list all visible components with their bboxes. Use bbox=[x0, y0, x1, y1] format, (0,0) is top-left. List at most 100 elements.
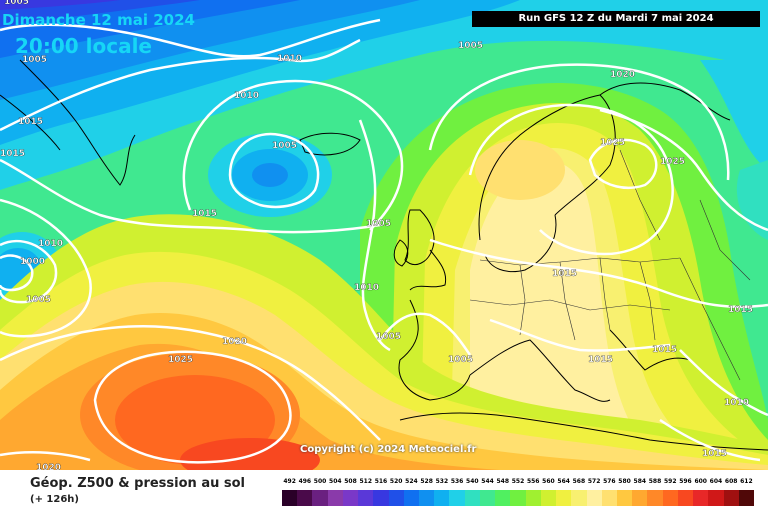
color-scale-label: 524 bbox=[405, 478, 418, 485]
isobar-1005-iberia bbox=[379, 312, 472, 356]
legend-panel: Géop. Z500 & pression au sol (+ 126h) 49… bbox=[0, 470, 768, 512]
color-scale-label: 568 bbox=[572, 478, 586, 485]
color-scale-label: 504 bbox=[329, 478, 342, 485]
color-scale-cell bbox=[586, 490, 603, 506]
scandinavian-high-core bbox=[475, 140, 565, 200]
isobar-label: 1005 bbox=[22, 55, 47, 65]
isobar-label: 1005 bbox=[4, 0, 29, 7]
color-scale-cell bbox=[632, 490, 648, 506]
isobar-label: 1000 bbox=[20, 257, 45, 267]
isobar-label: 1025 bbox=[168, 355, 193, 365]
isobar-1025-russia bbox=[599, 108, 768, 232]
color-scale-label: 552 bbox=[511, 478, 525, 485]
color-scale-label: 604 bbox=[709, 478, 723, 485]
color-scale-label: 612 bbox=[740, 478, 753, 485]
borders bbox=[469, 149, 751, 381]
isobar-label: 1005 bbox=[26, 295, 51, 305]
isobar-label: 1015 bbox=[728, 305, 753, 315]
color-scale-label: 576 bbox=[603, 478, 616, 485]
isobar-label: 1005 bbox=[448, 355, 473, 365]
color-scale-label: 528 bbox=[420, 478, 433, 485]
cold-band-6 bbox=[0, 0, 120, 10]
isobar-label: 1020 bbox=[610, 70, 635, 80]
color-scale-cell bbox=[419, 490, 435, 506]
isobar-1010-atlantic bbox=[358, 119, 391, 352]
color-scale-cell bbox=[358, 490, 374, 506]
color-scale-cell bbox=[540, 490, 557, 506]
isobar-label: 1015 bbox=[588, 355, 613, 365]
isobar-label: 1015 bbox=[702, 449, 727, 459]
color-scale-cell bbox=[297, 490, 313, 506]
isobar-label: 1010 bbox=[234, 91, 259, 101]
isobar-1020-azores bbox=[0, 325, 381, 441]
color-scale-label: 544 bbox=[481, 478, 494, 485]
color-scale-label: 600 bbox=[694, 478, 707, 485]
isobar-label: 1015 bbox=[192, 209, 217, 219]
color-scale-label: 512 bbox=[359, 478, 372, 485]
color-scale-label: 508 bbox=[344, 478, 357, 485]
black-sea-coast bbox=[609, 329, 691, 371]
forecast-local-time: 20:00 locale bbox=[15, 34, 152, 58]
isobar-label: 1025 bbox=[660, 157, 685, 167]
isobar-1015-central bbox=[429, 238, 768, 309]
isobar-1010-east bbox=[679, 349, 768, 417]
color-scale-cell bbox=[510, 490, 527, 506]
color-scale-label: 532 bbox=[435, 478, 449, 485]
isobar-label: 1010 bbox=[38, 239, 63, 249]
isobar-label: 1005 bbox=[376, 332, 401, 342]
color-scale-cell bbox=[525, 490, 542, 506]
border-line-8 bbox=[619, 149, 661, 241]
isobar-1015-west-low bbox=[0, 198, 92, 338]
color-scale-label: 556 bbox=[526, 478, 540, 485]
color-scale-cell bbox=[647, 490, 664, 506]
color-scale-cell bbox=[282, 490, 298, 506]
color-scale-label: 496 bbox=[298, 478, 312, 485]
border-line-2 bbox=[469, 299, 671, 311]
isobar-1025-scandinavia bbox=[468, 103, 674, 256]
copyright-notice: Copyright (c) 2024 Meteociel.fr bbox=[300, 444, 477, 455]
coastlines bbox=[0, 59, 768, 451]
color-scale-label: 580 bbox=[618, 478, 631, 485]
isobar-1010-north bbox=[0, 38, 361, 132]
africa-coast bbox=[399, 412, 768, 451]
color-scale-cell bbox=[464, 490, 481, 506]
isobar-1010-west-low bbox=[0, 239, 58, 304]
color-scale-cell bbox=[342, 490, 359, 506]
isobar-label: 1005 bbox=[458, 41, 483, 51]
color-scale-cell bbox=[662, 490, 679, 506]
color-scale-cell bbox=[327, 490, 344, 506]
isobar-1015-southeast bbox=[659, 418, 761, 462]
color-scale-cell bbox=[449, 490, 466, 506]
color-scale-cell bbox=[495, 490, 511, 506]
color-scale-label: 596 bbox=[679, 478, 692, 485]
color-scale: 492 496 500 504 508 512 516 520 524 528 532 536 540 5… bbox=[282, 478, 755, 508]
color-scale-label: 536 bbox=[450, 478, 464, 485]
color-scale-cell bbox=[708, 490, 725, 506]
isobar-lines bbox=[0, 18, 768, 464]
isobar-1015-balkans bbox=[489, 318, 671, 352]
east-cool-edge bbox=[736, 160, 768, 240]
isobar-1020-scandinavia bbox=[428, 63, 730, 181]
color-scale-label: 584 bbox=[633, 478, 647, 485]
isobar-label: 1010 bbox=[724, 398, 749, 408]
isobar-label: 1020 bbox=[222, 337, 247, 347]
color-scale-cell bbox=[479, 490, 496, 506]
color-scale-label: 564 bbox=[557, 478, 570, 485]
isobar-1025-east bbox=[588, 138, 658, 190]
isobar-labels: 1005 1005 1010 1015 1020 1025 1020 1015 … bbox=[0, 0, 753, 470]
kola-coast bbox=[599, 82, 731, 121]
iberia-coast bbox=[398, 299, 471, 401]
color-scale-label: 516 bbox=[374, 478, 388, 485]
isobar-label: 1015 bbox=[18, 117, 43, 127]
color-scale-label: 608 bbox=[724, 478, 738, 485]
isobar-label: 1015 bbox=[552, 269, 577, 279]
border-line-4 bbox=[559, 261, 576, 341]
color-scale-label: 588 bbox=[648, 478, 662, 485]
east-cold-area bbox=[700, 60, 768, 170]
isobar-1005-iceland bbox=[228, 132, 320, 209]
baltic-coast bbox=[484, 214, 557, 273]
border-line-1 bbox=[479, 257, 681, 266]
iceland-coast bbox=[299, 132, 361, 156]
color-scale-label: 548 bbox=[496, 478, 510, 485]
border-line-7 bbox=[679, 257, 741, 381]
